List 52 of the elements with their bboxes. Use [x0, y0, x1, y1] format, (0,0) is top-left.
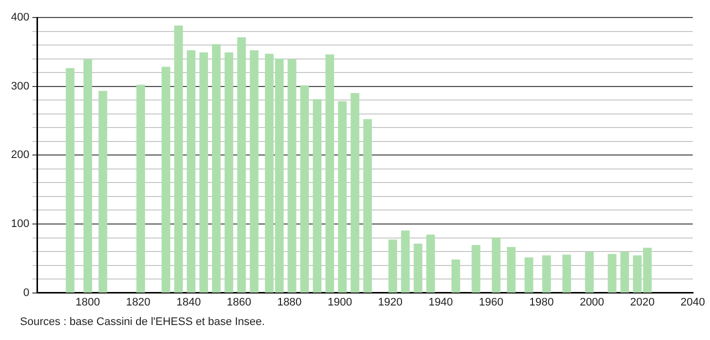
bar: [492, 237, 500, 293]
x-tick-label: 1940: [428, 296, 453, 308]
x-tick-label: 1820: [126, 296, 150, 308]
x-tick-label: 1920: [378, 296, 403, 308]
bar: [237, 37, 246, 293]
y-tick-label: 400: [10, 12, 30, 24]
x-tick-label: 1840: [176, 296, 201, 308]
x-tick-label: 1880: [277, 296, 302, 308]
bar: [162, 66, 170, 293]
bar: [608, 254, 616, 293]
bar: [506, 247, 516, 293]
bar: [325, 54, 334, 293]
bar: [542, 255, 551, 293]
x-tick-label: 1860: [226, 296, 252, 308]
bar: [414, 244, 422, 293]
bar: [250, 50, 258, 293]
bar: [338, 101, 347, 293]
bar: [199, 52, 208, 293]
x-tick-label: 1900: [328, 296, 352, 308]
x-tick-label: 2020: [630, 296, 655, 308]
bar: [288, 59, 296, 293]
bar: [585, 252, 594, 293]
bar: [562, 254, 572, 293]
y-tick-label: 300: [10, 80, 30, 92]
bar: [350, 92, 360, 293]
bar: [312, 99, 322, 293]
y-tick-label: 0: [23, 286, 30, 299]
y-tick-label: 200: [10, 149, 30, 162]
bar: [300, 85, 309, 293]
bar: [620, 252, 630, 293]
bar: [83, 59, 92, 293]
bar: [472, 245, 480, 293]
bar: [524, 257, 534, 293]
bar: [426, 234, 435, 293]
x-tick-label: 1800: [76, 296, 100, 308]
bar: [451, 259, 460, 293]
x-tick-label: 2040: [680, 296, 706, 308]
bar: [224, 52, 234, 293]
y-tick-label: 100: [10, 218, 30, 230]
x-tick-label: 1960: [478, 296, 504, 308]
x-tick-label: 2000: [580, 296, 604, 308]
bar: [212, 44, 221, 293]
bar: [401, 230, 410, 293]
bar: [66, 68, 74, 293]
x-tick-label: 1980: [529, 296, 554, 308]
bar: [186, 50, 196, 293]
bar: [174, 26, 183, 293]
bar: [363, 119, 372, 293]
bar: [98, 90, 108, 293]
bar: [136, 84, 146, 293]
bar: [388, 239, 398, 293]
source-note: Sources : base Cassini de l'EHESS et base Insee.: [20, 316, 266, 328]
